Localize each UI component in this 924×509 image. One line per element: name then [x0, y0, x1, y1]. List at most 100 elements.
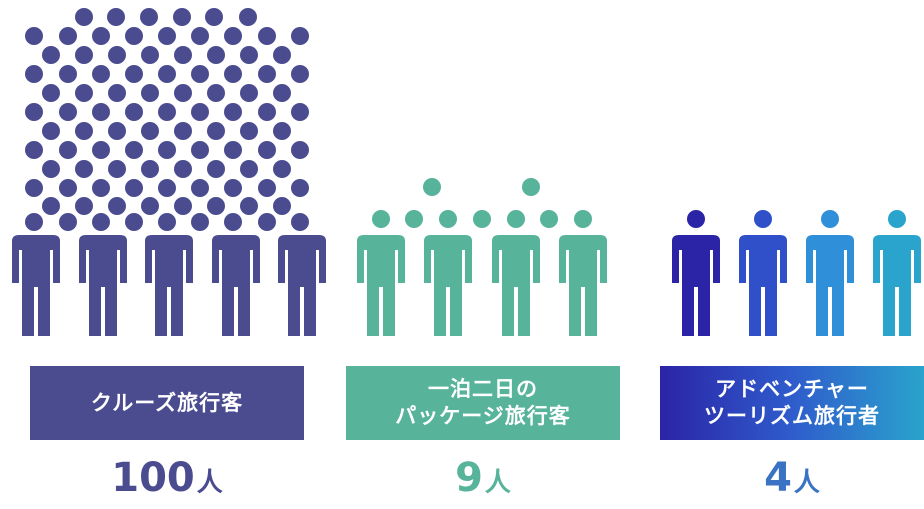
person-head-dot — [108, 84, 126, 102]
person-head-dot — [174, 84, 192, 102]
person-head-dot — [273, 197, 291, 215]
person-figure — [357, 235, 405, 336]
person-head-dot — [158, 27, 176, 45]
person-head-dot — [205, 8, 223, 26]
person-head-dot — [25, 103, 43, 121]
person-head-dot — [125, 141, 143, 159]
person-head-dot — [522, 178, 540, 196]
person-figure — [559, 235, 607, 336]
person-head-dot — [258, 141, 276, 159]
person-head-dot — [42, 46, 60, 64]
person-head-dot — [174, 46, 192, 64]
person-head-dot — [59, 141, 77, 159]
person-head-dot — [108, 46, 126, 64]
person-head-dot — [273, 84, 291, 102]
person-head-dot — [240, 122, 258, 140]
group-label-package: 一泊二日の パッケージ旅行客 — [346, 366, 620, 440]
person-head-dot — [240, 84, 258, 102]
person-head-dot — [207, 197, 225, 215]
person-head-dot — [540, 210, 558, 228]
person-head-dot — [140, 8, 158, 26]
person-head-dot — [240, 197, 258, 215]
count-unit: 人 — [793, 468, 820, 498]
group-label-line: アドベンチャー — [715, 377, 869, 401]
person-head-dot — [75, 46, 93, 64]
person-head-dot — [207, 84, 225, 102]
person-head-dot — [291, 27, 309, 45]
person-head-dot — [75, 160, 93, 178]
person-head-dot — [687, 210, 705, 228]
person-head-dot — [42, 197, 60, 215]
group-label-line: パッケージ旅行客 — [395, 404, 571, 428]
person-head-dot — [291, 141, 309, 159]
person-figure — [79, 235, 127, 336]
person-head-dot — [25, 213, 43, 231]
person-head-dot — [125, 103, 143, 121]
pictograph-group-package — [357, 178, 607, 336]
person-head-dot — [75, 8, 93, 26]
person-head-dot — [59, 65, 77, 83]
person-head-dot — [291, 103, 309, 121]
person-head-dot — [92, 179, 110, 197]
person-head-dot — [107, 8, 125, 26]
person-head-dot — [59, 27, 77, 45]
person-head-dot — [158, 213, 176, 231]
person-head-dot — [141, 46, 159, 64]
person-head-dot — [754, 210, 772, 228]
person-head-dot — [291, 65, 309, 83]
person-head-dot — [888, 210, 906, 228]
person-head-dot — [59, 213, 77, 231]
person-head-dot — [191, 179, 209, 197]
group-label-line: ツーリズム旅行者 — [704, 404, 880, 428]
count-value: 9 — [455, 455, 483, 501]
person-head-dot — [92, 103, 110, 121]
person-head-dot — [75, 197, 93, 215]
group-label-adventure: アドベンチャー ツーリズム旅行者 — [660, 366, 924, 440]
person-head-dot — [239, 8, 257, 26]
person-head-dot — [191, 103, 209, 121]
person-head-dot — [507, 210, 525, 228]
person-head-dot — [258, 213, 276, 231]
person-head-dot — [25, 179, 43, 197]
person-head-dot — [224, 213, 242, 231]
person-head-dot — [158, 65, 176, 83]
person-head-dot — [75, 84, 93, 102]
person-head-dot — [423, 178, 441, 196]
count-unit: 人 — [196, 468, 223, 498]
person-head-dot — [258, 103, 276, 121]
person-head-dot — [125, 213, 143, 231]
person-head-dot — [191, 213, 209, 231]
person-head-dot — [207, 122, 225, 140]
person-head-dot — [141, 84, 159, 102]
group-label-line: クルーズ旅行客 — [90, 390, 244, 415]
person-head-dot — [273, 160, 291, 178]
person-head-dot — [191, 27, 209, 45]
person-head-dot — [108, 160, 126, 178]
person-head-dot — [125, 27, 143, 45]
person-head-dot — [108, 197, 126, 215]
person-head-dot — [273, 122, 291, 140]
person-head-dot — [92, 213, 110, 231]
person-head-dot — [258, 27, 276, 45]
person-head-dot — [42, 160, 60, 178]
person-head-dot — [174, 160, 192, 178]
person-head-dot — [125, 179, 143, 197]
count-cruise: 100 人 — [30, 452, 304, 504]
person-head-dot — [821, 210, 839, 228]
person-head-dot — [173, 8, 191, 26]
person-head-dot — [174, 197, 192, 215]
person-head-dot — [158, 103, 176, 121]
count-value: 100 — [111, 455, 195, 501]
pictograph-group-cruise — [12, 8, 326, 336]
person-head-dot — [224, 27, 242, 45]
person-head-dot — [92, 141, 110, 159]
person-head-dot — [141, 197, 159, 215]
person-head-dot — [240, 160, 258, 178]
person-head-dot — [108, 122, 126, 140]
person-head-dot — [574, 210, 592, 228]
person-figure — [212, 235, 260, 336]
person-head-dot — [473, 210, 491, 228]
person-head-dot — [258, 179, 276, 197]
